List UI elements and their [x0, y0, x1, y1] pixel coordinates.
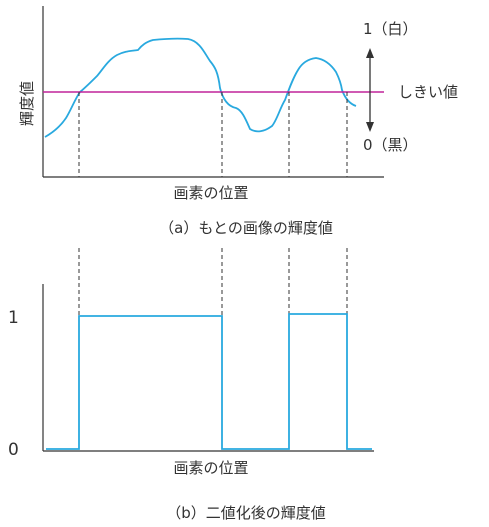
panel-a-xlabel: 画素の位置 [173, 184, 248, 202]
black-label: 0（黒） [363, 136, 418, 154]
panel-a: 輝度値 1（白） 0（黒） しきい値 画素の位置 （a）もとの画像の輝度値 [18, 6, 458, 237]
tick-zero: 0 [8, 440, 19, 460]
range-arrow-up-icon [366, 48, 374, 58]
range-arrow-down-icon [366, 122, 374, 132]
panel-a-ylabel: 輝度値 [18, 81, 36, 126]
panel-b-xlabel: 画素の位置 [173, 459, 248, 477]
panel-b-caption: （b）二値化後の輝度値 [166, 504, 326, 522]
threshold-label: しきい値 [398, 83, 458, 101]
binary-signal [46, 313, 372, 450]
tick-one: 1 [8, 308, 19, 328]
white-label: 1（白） [363, 20, 418, 38]
brightness-curve [44, 37, 357, 138]
panel-b: 1 0 画素の位置 （b）二値化後の輝度値 [8, 248, 374, 522]
panel-a-caption: （a）もとの画像の輝度値 [159, 219, 333, 237]
